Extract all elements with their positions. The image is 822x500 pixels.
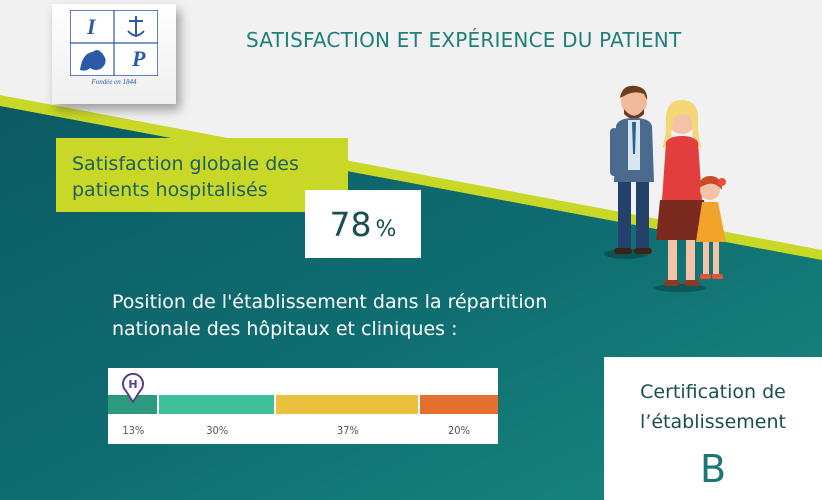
family-illustration-icon [604,85,726,292]
distribution-segment-2 [158,395,276,414]
certification-line1: Certification de [640,381,786,403]
satisfaction-label-line1: Satisfaction globale des [72,153,299,175]
certification-label: Certification de l’établissement [604,377,822,437]
logo-letter-p: P [132,46,146,71]
certification-grade: B [699,447,727,491]
distribution-segment-4 [419,395,498,414]
logo-caption: Fondée en 1844 [91,78,137,86]
lime-stripe [0,95,822,262]
satisfaction-value-box: 78% [305,190,421,258]
distribution-segment-1 [108,395,159,414]
logo-letter-i: I [87,14,96,39]
distribution-segment-3 [275,395,420,414]
hospital-pin-icon: H [122,372,144,403]
position-line1: Position de l'établissement dans la répa… [112,291,548,313]
certification-box: Certification de l’établissement B [604,357,822,500]
distribution-label-4: 20% [448,424,470,437]
satisfaction-number: 78 [329,205,372,244]
satisfaction-label-line2: patients hospitalisés [72,179,268,201]
hospital-pin-letter: H [128,378,137,391]
satisfaction-unit: % [375,217,397,242]
page-title: SATISFACTION ET EXPÉRIENCE DU PATIENT [246,28,682,52]
position-description: Position de l'établissement dans la répa… [112,289,547,343]
position-line2: nationale des hôpitaux et cliniques : [112,318,458,340]
distribution-label-3: 37% [336,424,359,437]
certification-line2: l’établissement [640,411,786,433]
distribution-bar [108,395,498,414]
satisfaction-label-box: Satisfaction globale des patients hospit… [56,138,348,212]
distribution-label-1: 13% [122,424,145,437]
distribution-label-2: 30% [206,424,229,437]
crest-icon [70,10,158,76]
satisfaction-value: 78% [305,205,421,244]
institution-logo: I P Fondée en 1844 [52,4,176,104]
distribution-bar-card: 13% 30% 37% 20% H [108,368,498,444]
satisfaction-label: Satisfaction globale des patients hospit… [72,151,299,203]
